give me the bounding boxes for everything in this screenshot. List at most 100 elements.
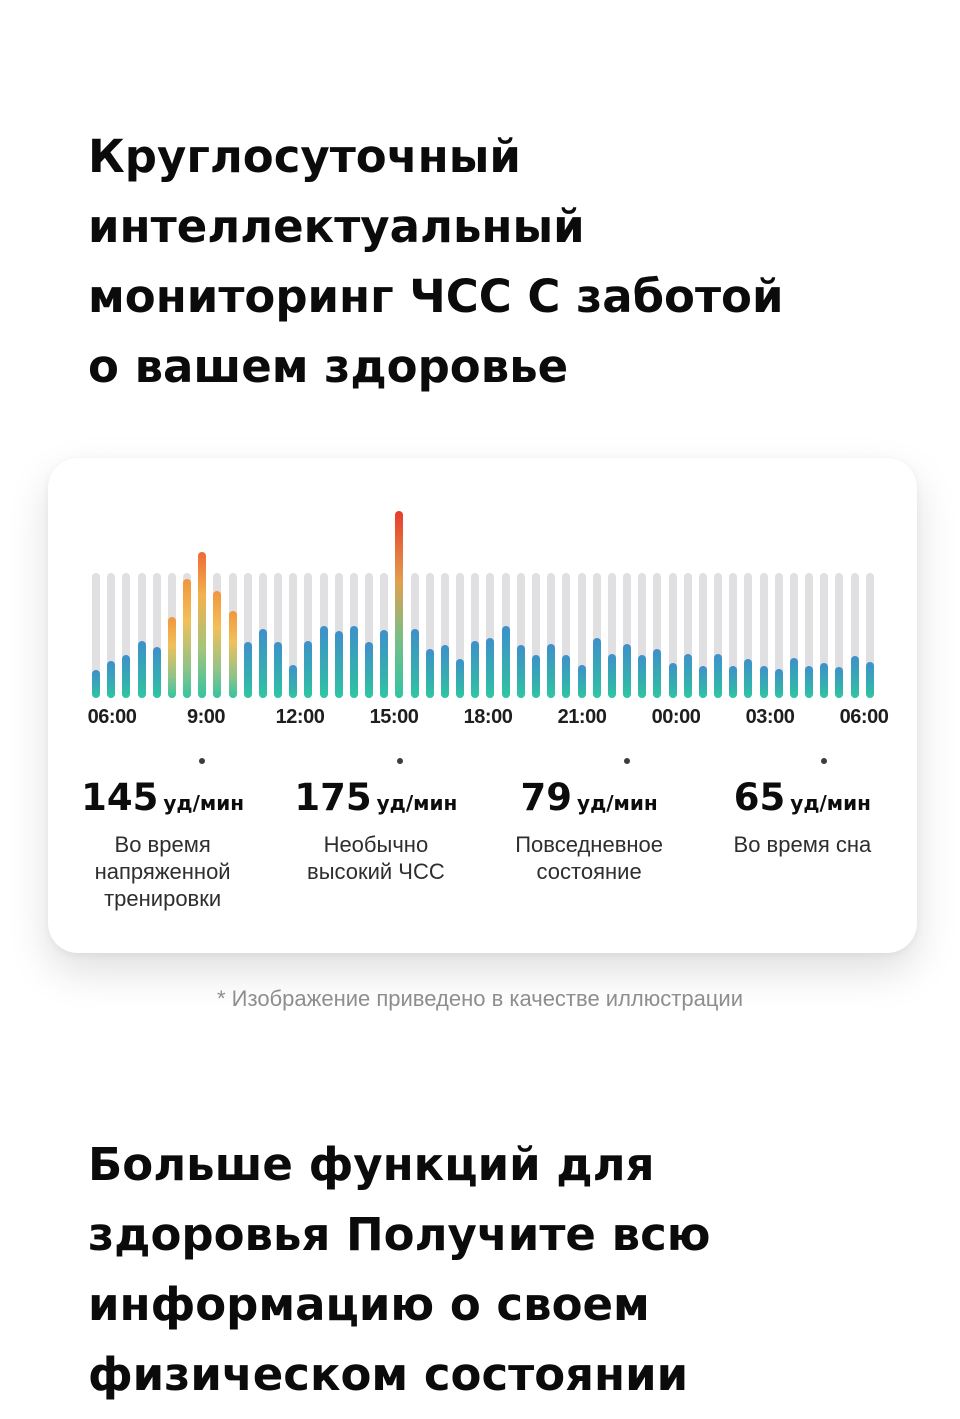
bar-track	[759, 573, 768, 698]
bar-track	[850, 573, 859, 698]
page-title: Круглосуточный интеллектуальный монитори…	[88, 130, 784, 393]
stat-marker-dot	[396, 758, 403, 764]
bar	[683, 506, 692, 698]
bar-track	[152, 573, 161, 698]
stat-label: Во время сна	[733, 832, 872, 857]
bar	[729, 506, 738, 698]
bar	[865, 506, 874, 698]
bar	[349, 506, 358, 698]
bar-track	[714, 573, 723, 698]
bar	[304, 506, 313, 698]
illustration-disclaimer: * Изображение приведено в качестве иллюс…	[217, 986, 743, 1011]
stat-value-row: 175 уд/мин	[269, 776, 482, 827]
bar-track	[698, 573, 707, 698]
bar-fill-normal	[835, 667, 844, 698]
bar-fill-normal	[319, 625, 328, 698]
bar	[714, 506, 723, 698]
bar-fill-normal	[623, 643, 632, 698]
bar	[623, 506, 632, 698]
bar-track	[744, 573, 753, 698]
bar	[137, 506, 146, 698]
bar	[167, 506, 176, 698]
stat-label: Повседневное состояние	[515, 832, 664, 884]
bar-track	[365, 573, 374, 698]
bar-fill-normal	[744, 659, 753, 698]
bar	[820, 506, 829, 698]
bar-track	[653, 573, 662, 698]
bar	[759, 506, 768, 698]
bar-track	[592, 573, 601, 698]
bar	[638, 506, 647, 698]
stat-marker-dot	[821, 758, 828, 764]
bar-track	[577, 573, 586, 698]
bar	[577, 506, 586, 698]
stat-unit: уд/мин	[163, 791, 245, 815]
bar	[319, 506, 328, 698]
bar	[547, 506, 556, 698]
stat-unit: уд/мин	[577, 791, 658, 815]
bar	[289, 506, 298, 698]
bar-track	[668, 573, 677, 698]
bar	[486, 506, 495, 698]
bar-track	[547, 573, 556, 698]
bar-fill-normal	[562, 654, 571, 698]
bar	[471, 506, 480, 698]
x-axis-label: 21:00	[557, 706, 607, 728]
bar-track	[243, 573, 252, 698]
bar-fill-normal	[516, 645, 525, 698]
stat-value-row: 145 уд/мин	[56, 776, 269, 827]
bar-fill-orange	[183, 578, 192, 698]
bar-fill-normal	[456, 659, 465, 698]
x-axis-label: 06:00	[87, 706, 137, 728]
stat-marker-dot	[199, 758, 206, 764]
bar-track	[456, 573, 465, 698]
bar-track	[137, 573, 146, 698]
bar-fill-normal	[653, 649, 662, 698]
bar-track	[440, 573, 449, 698]
stat-item: 145 уд/мин Во время напряженной тренировк…	[56, 776, 269, 912]
x-axis-label: 9:00	[186, 706, 226, 728]
bar-track	[274, 573, 283, 698]
bar-fill-orange	[213, 591, 222, 698]
stats-row: 145 уд/мин Во время напряженной тренировк…	[48, 776, 917, 912]
bar-track	[425, 573, 434, 698]
bar	[789, 506, 798, 698]
bar-fill-normal	[607, 653, 616, 698]
bar-fill-normal	[380, 629, 389, 698]
bar-fill-normal	[137, 641, 146, 698]
bar-fill-normal	[471, 641, 480, 698]
bar-track	[835, 573, 844, 698]
bar-track	[471, 573, 480, 698]
x-axis-label: 15:00	[369, 706, 419, 728]
bar	[410, 506, 419, 698]
bar-fill-normal	[577, 664, 586, 698]
bar	[562, 506, 571, 698]
bar-fill-normal	[425, 649, 434, 698]
stat-unit: уд/мин	[790, 791, 871, 815]
bar	[653, 506, 662, 698]
bar-track	[865, 573, 874, 698]
bar	[592, 506, 601, 698]
bar-track	[562, 573, 571, 698]
stat-value-row: 79 уд/мин	[483, 776, 696, 827]
stat-value-row: 65 уд/мин	[696, 776, 909, 827]
x-axis-label: 00:00	[651, 706, 701, 728]
bar	[425, 506, 434, 698]
bar-fill-normal	[365, 642, 374, 698]
stat-value: 175	[294, 776, 372, 819]
bar-fill-normal	[122, 654, 131, 698]
bar	[198, 506, 207, 698]
stat-value: 79	[520, 776, 573, 819]
bar-track	[122, 573, 131, 698]
bar	[531, 506, 540, 698]
bar-track	[729, 573, 738, 698]
stat-unit: уд/мин	[376, 791, 458, 815]
bar-track	[516, 573, 525, 698]
stat-label: Необычно высокий ЧСС	[307, 832, 445, 884]
bar-fill-normal	[789, 657, 798, 698]
bar-fill-normal	[349, 625, 358, 698]
bar	[258, 506, 267, 698]
bar-track	[774, 573, 783, 698]
x-axis: 06:00 9:00 12:00 15:00 18:00 21:00 00:00 03:00 0…	[88, 706, 889, 732]
bar	[107, 506, 116, 698]
